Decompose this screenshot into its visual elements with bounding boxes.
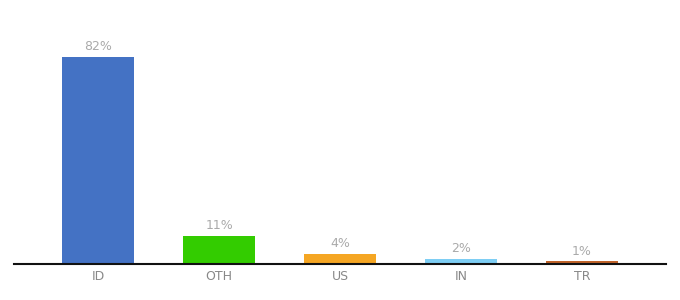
Text: 1%: 1% <box>572 245 592 258</box>
Text: 11%: 11% <box>205 219 233 232</box>
Text: 4%: 4% <box>330 237 350 250</box>
Bar <box>424 259 497 264</box>
Text: 82%: 82% <box>84 40 112 53</box>
Text: 2%: 2% <box>451 242 471 255</box>
Bar <box>183 236 256 264</box>
Bar <box>545 262 618 264</box>
Bar <box>304 254 376 264</box>
Bar <box>62 57 135 264</box>
